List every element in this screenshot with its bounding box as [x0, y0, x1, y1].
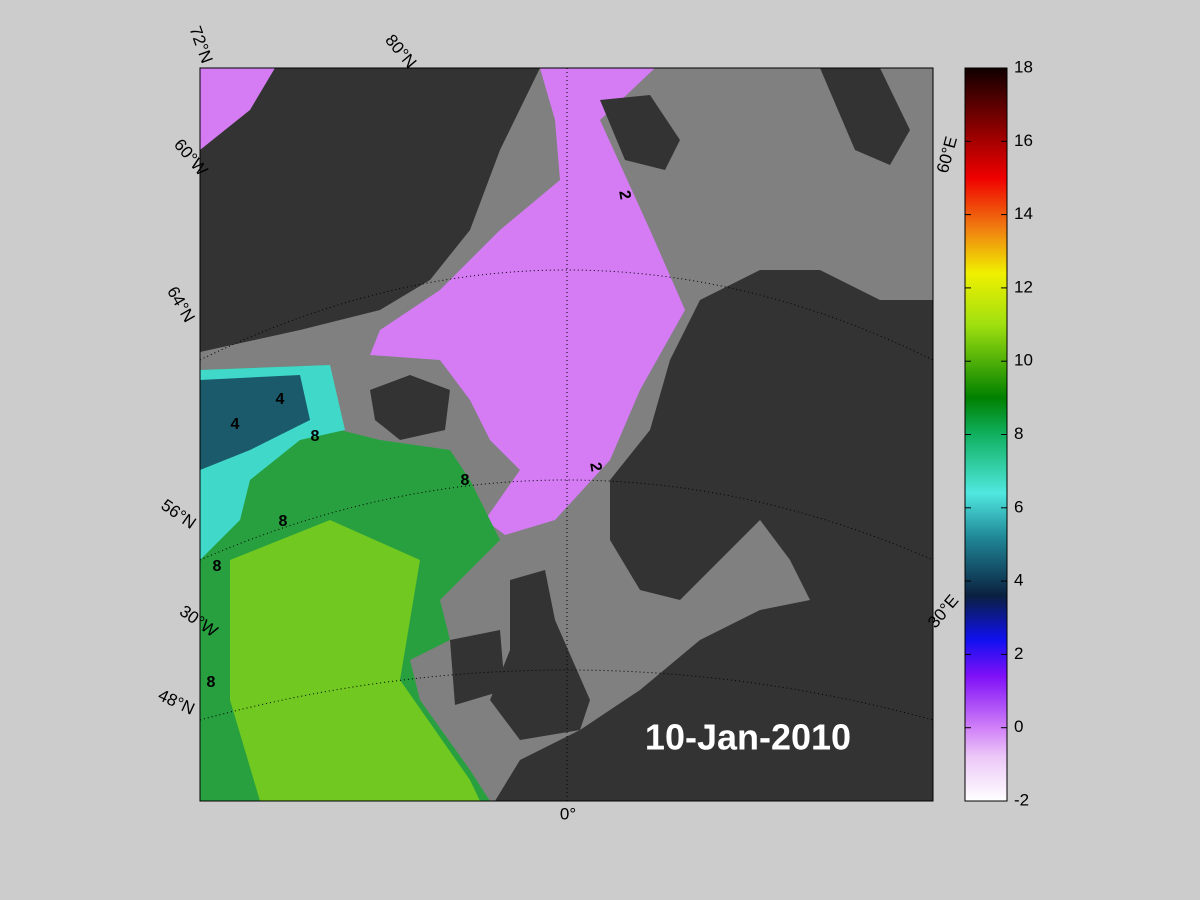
europe: [495, 270, 933, 801]
contour-label: 4: [276, 391, 285, 408]
sst-dark: [200, 375, 310, 470]
contour-label: 2: [586, 461, 604, 473]
date-label: 10-Jan-2010: [645, 717, 851, 758]
map-frame: [199, 67, 934, 802]
sst-cold: [370, 68, 685, 535]
graticule-label: 72°N: [186, 24, 217, 66]
contour-label: 4: [231, 416, 240, 433]
graticule-label: 48°N: [155, 685, 197, 718]
greenland: [200, 68, 540, 352]
great-britain: [490, 570, 590, 740]
colorbar-tick-label: 14: [1014, 204, 1033, 223]
colorbar-tick-label: -2: [1014, 790, 1029, 809]
colorbar-tick-label: 12: [1014, 277, 1033, 296]
colorbar-tick-label: 10: [1014, 351, 1033, 370]
colorbar-tick-label: 6: [1014, 497, 1023, 516]
svalbard: [600, 95, 680, 170]
colorbar: [964, 67, 1008, 802]
colorbar-tick-label: 0: [1014, 717, 1023, 736]
graticule-label: 64°N: [163, 283, 198, 325]
parallel: [200, 269, 933, 361]
colorbar-tick-label: 4: [1014, 571, 1023, 590]
iceland: [370, 375, 450, 440]
contour-label: 8: [279, 513, 288, 530]
ireland: [450, 630, 505, 705]
map: [200, 68, 933, 801]
colorbar-tick-label: 8: [1014, 424, 1023, 443]
graticule-label: 0°: [560, 804, 576, 823]
novaya-zemlya: [820, 68, 910, 165]
sea-ice-region: [200, 68, 275, 150]
contour-label: 2: [615, 189, 633, 201]
colorbar-tick-label: 18: [1014, 57, 1033, 76]
contour-label: 8: [207, 674, 216, 691]
colorbar-tick-label: 2: [1014, 644, 1023, 663]
colorbar-tick-label: 16: [1014, 131, 1033, 150]
contour-label: 8: [311, 428, 320, 445]
graticule-label: 56°N: [158, 495, 200, 532]
graticule-label: 80°N: [381, 31, 420, 72]
contour-label: 8: [213, 558, 222, 575]
graticule-label: 60°E: [933, 134, 961, 175]
contour-label: 8: [461, 472, 470, 489]
sst-green: [230, 520, 480, 801]
